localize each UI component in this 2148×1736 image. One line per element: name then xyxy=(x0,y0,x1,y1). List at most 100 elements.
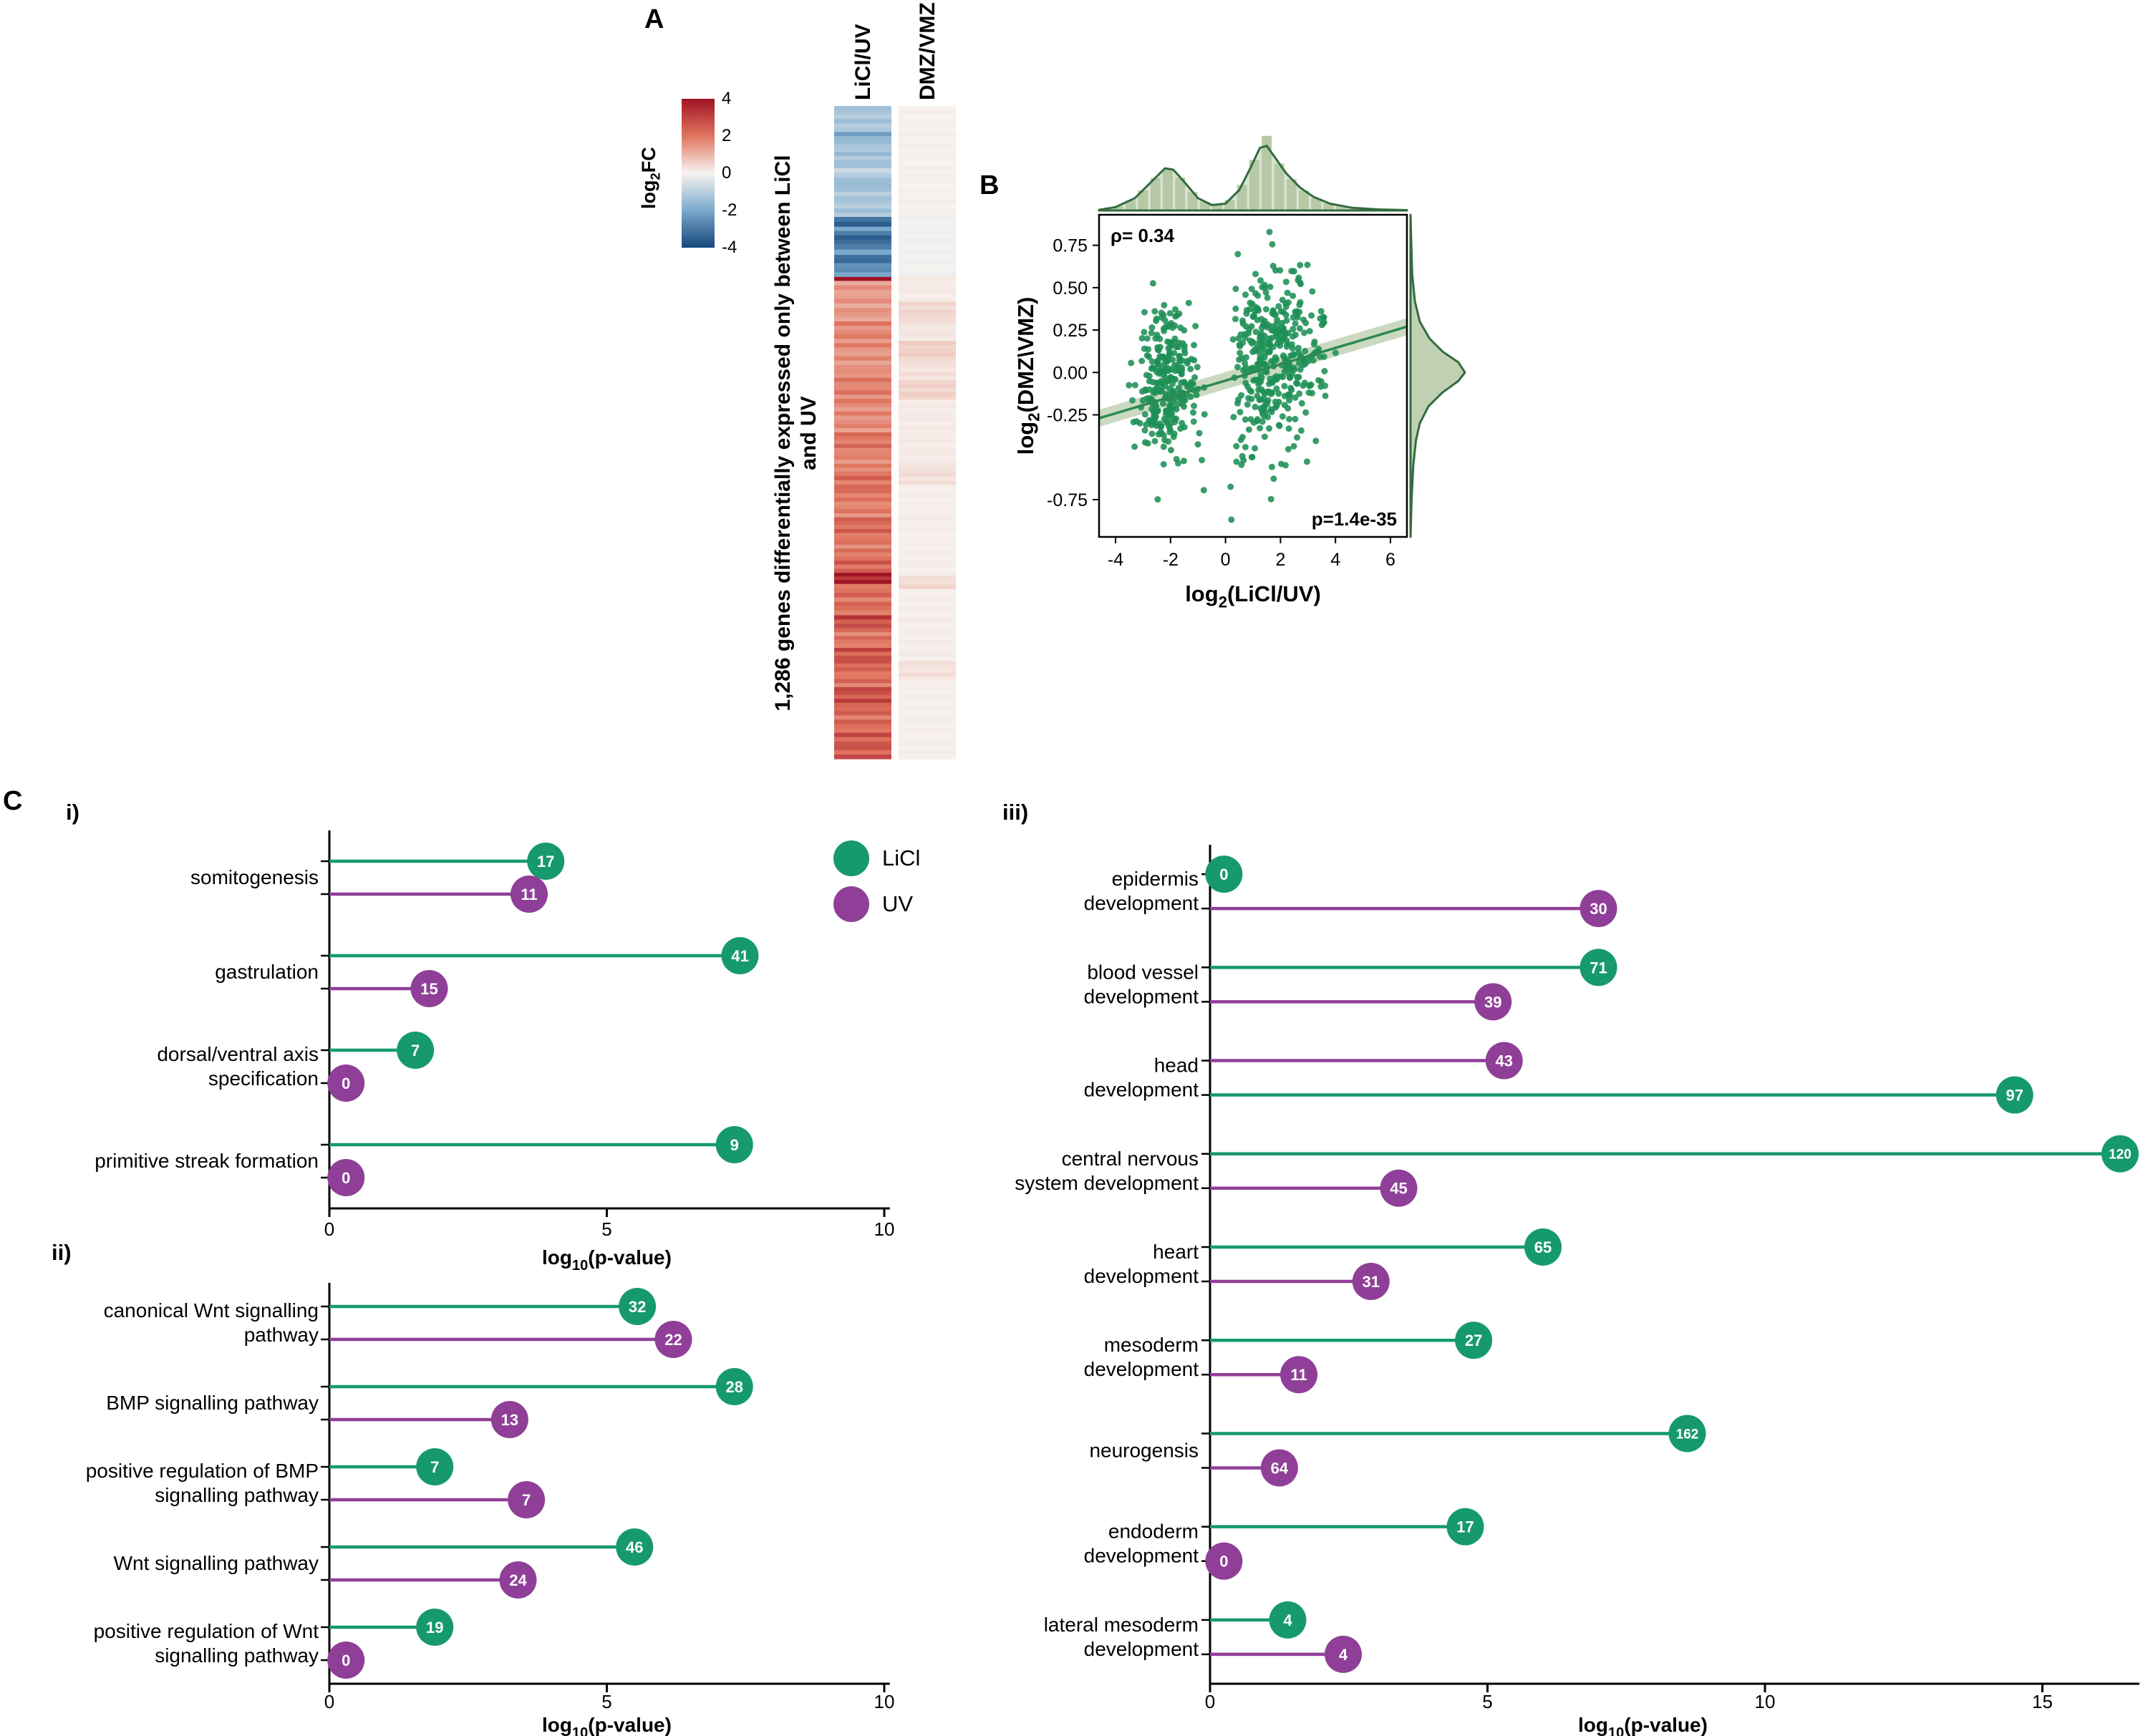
svg-text:0: 0 xyxy=(342,1169,350,1187)
svg-text:epidermis: epidermis xyxy=(1112,868,1199,890)
legend-item-licl: LiCl xyxy=(833,840,920,876)
svg-text:6: 6 xyxy=(1385,550,1395,570)
colorbar-tick-4: -4 xyxy=(722,238,737,257)
svg-text:development: development xyxy=(1084,1358,1199,1380)
svg-text:neurogensis: neurogensis xyxy=(1089,1439,1199,1461)
svg-text:65: 65 xyxy=(1534,1238,1552,1256)
scatter-panel: -4 -2 0 2 4 6 0.75 0.50 0.25 0.00 -0.25 -0.75 log2(L… xyxy=(1013,135,1466,611)
svg-text:13: 13 xyxy=(501,1411,518,1429)
svg-text:7: 7 xyxy=(430,1458,439,1476)
svg-text:27: 27 xyxy=(1465,1332,1482,1349)
top-marginal xyxy=(1098,135,1408,212)
svg-text:4: 4 xyxy=(1283,1611,1292,1629)
legend-dot-uv xyxy=(833,886,869,922)
svg-text:0: 0 xyxy=(324,1691,334,1712)
colorbar-title: log2FC xyxy=(638,147,663,209)
svg-text:43: 43 xyxy=(1496,1052,1513,1070)
svg-text:0: 0 xyxy=(1205,1691,1215,1712)
svg-text:system development: system development xyxy=(1015,1172,1199,1194)
svg-text:0: 0 xyxy=(342,1075,350,1092)
svg-text:development: development xyxy=(1084,1079,1199,1101)
subpanel-iii-label: iii) xyxy=(1002,800,1029,825)
svg-text:4: 4 xyxy=(1330,550,1340,570)
panel-b-label: B xyxy=(979,170,1000,200)
svg-text:positive regulation of Wnt: positive regulation of Wnt xyxy=(94,1620,319,1642)
svg-text:22: 22 xyxy=(664,1331,682,1349)
svg-text:64: 64 xyxy=(1271,1459,1289,1477)
svg-text:19: 19 xyxy=(426,1619,443,1636)
svg-text:gastrulation: gastrulation xyxy=(215,961,319,983)
svg-text:11: 11 xyxy=(1290,1366,1307,1384)
svg-text:4: 4 xyxy=(1339,1646,1348,1664)
svg-text:17: 17 xyxy=(537,853,554,871)
colorbar-gradient xyxy=(682,99,715,248)
svg-text:28: 28 xyxy=(726,1378,743,1396)
svg-text:pathway: pathway xyxy=(244,1324,319,1346)
svg-text:canonical Wnt signalling: canonical Wnt signalling xyxy=(104,1299,319,1322)
svg-text:0: 0 xyxy=(342,1652,350,1669)
svg-text:head: head xyxy=(1154,1054,1199,1077)
svg-text:-0.25: -0.25 xyxy=(1047,405,1088,425)
subpanel-i-label: i) xyxy=(66,800,79,825)
svg-text:0.00: 0.00 xyxy=(1053,363,1088,383)
svg-text:p=1.4e-35: p=1.4e-35 xyxy=(1312,508,1397,530)
svg-text:heart: heart xyxy=(1153,1241,1199,1263)
legend-item-uv: UV xyxy=(833,886,913,922)
svg-text:120: 120 xyxy=(2109,1148,2132,1163)
svg-text:development: development xyxy=(1084,1265,1199,1287)
svg-text:17: 17 xyxy=(1456,1518,1474,1536)
heatmap-column-header-licl-uv: LiCl/UV xyxy=(851,24,875,100)
panel-c-label: C xyxy=(3,786,23,816)
heatmap-row-axis-label-line1: 1,286 genes differentially expressed onl… xyxy=(771,155,795,712)
svg-text:162: 162 xyxy=(1676,1427,1699,1442)
heatmap xyxy=(834,106,956,760)
heatmap-column-header-dmz-vmz: DMZ/VMZ xyxy=(916,2,939,100)
svg-text:0.75: 0.75 xyxy=(1053,236,1088,256)
svg-text:-2: -2 xyxy=(1163,550,1179,570)
svg-text:blood vessel: blood vessel xyxy=(1087,961,1199,983)
lollipop-chart-ii: 0 5 10 log10(p-value) canonical Wnt signalli… xyxy=(86,1283,895,1736)
svg-text:development: development xyxy=(1084,892,1199,914)
svg-text:log2(DMZ\VMZ): log2(DMZ\VMZ) xyxy=(1013,297,1043,455)
svg-text:7: 7 xyxy=(522,1491,531,1509)
scatter-points xyxy=(1126,228,1339,523)
svg-text:development: development xyxy=(1084,1545,1199,1567)
svg-text:0: 0 xyxy=(1221,550,1231,570)
svg-text:0.25: 0.25 xyxy=(1053,321,1088,341)
svg-text:71: 71 xyxy=(1590,959,1607,976)
colorbar-tick-1: 2 xyxy=(722,126,732,145)
svg-text:lateral mesoderm: lateral mesoderm xyxy=(1044,1614,1199,1636)
legend-label-licl: LiCl xyxy=(882,845,921,871)
svg-text:45: 45 xyxy=(1390,1180,1407,1198)
svg-text:30: 30 xyxy=(1590,900,1607,918)
svg-text:log2(LiCl/UV): log2(LiCl/UV) xyxy=(1185,581,1321,611)
svg-text:positive regulation of BMP: positive regulation of BMP xyxy=(86,1460,319,1482)
svg-text:15: 15 xyxy=(2032,1691,2053,1712)
svg-text:24: 24 xyxy=(509,1571,527,1589)
svg-text:5: 5 xyxy=(601,1218,611,1240)
svg-text:10: 10 xyxy=(874,1691,895,1712)
svg-text:dorsal/ventral axis: dorsal/ventral axis xyxy=(157,1043,319,1065)
svg-text:somitogenesis: somitogenesis xyxy=(190,866,319,888)
svg-text:5: 5 xyxy=(601,1691,611,1712)
svg-text:0: 0 xyxy=(1219,1553,1228,1571)
svg-text:central nervous: central nervous xyxy=(1062,1148,1199,1170)
svg-text:signalling pathway: signalling pathway xyxy=(155,1644,319,1667)
svg-text:15: 15 xyxy=(420,980,437,998)
panel-a-label: A xyxy=(644,4,664,34)
svg-text:7: 7 xyxy=(411,1042,420,1059)
svg-text:-4: -4 xyxy=(1108,550,1123,570)
svg-text:primitive streak formation: primitive streak formation xyxy=(95,1150,319,1172)
svg-text:0: 0 xyxy=(1219,865,1228,883)
svg-text:BMP signalling pathway: BMP signalling pathway xyxy=(106,1392,319,1414)
svg-text:10: 10 xyxy=(1755,1691,1776,1712)
heatmap-row-axis-label: 1,286 genes differentially expressed onl… xyxy=(770,104,823,762)
legend-label-uv: UV xyxy=(882,891,914,916)
svg-text:log10(p-value): log10(p-value) xyxy=(1578,1714,1708,1736)
svg-text:development: development xyxy=(1084,1638,1199,1660)
svg-text:log10(p-value): log10(p-value) xyxy=(542,1246,672,1274)
svg-text:specification: specification xyxy=(208,1067,319,1090)
svg-text:Wnt signalling pathway: Wnt signalling pathway xyxy=(114,1552,319,1574)
